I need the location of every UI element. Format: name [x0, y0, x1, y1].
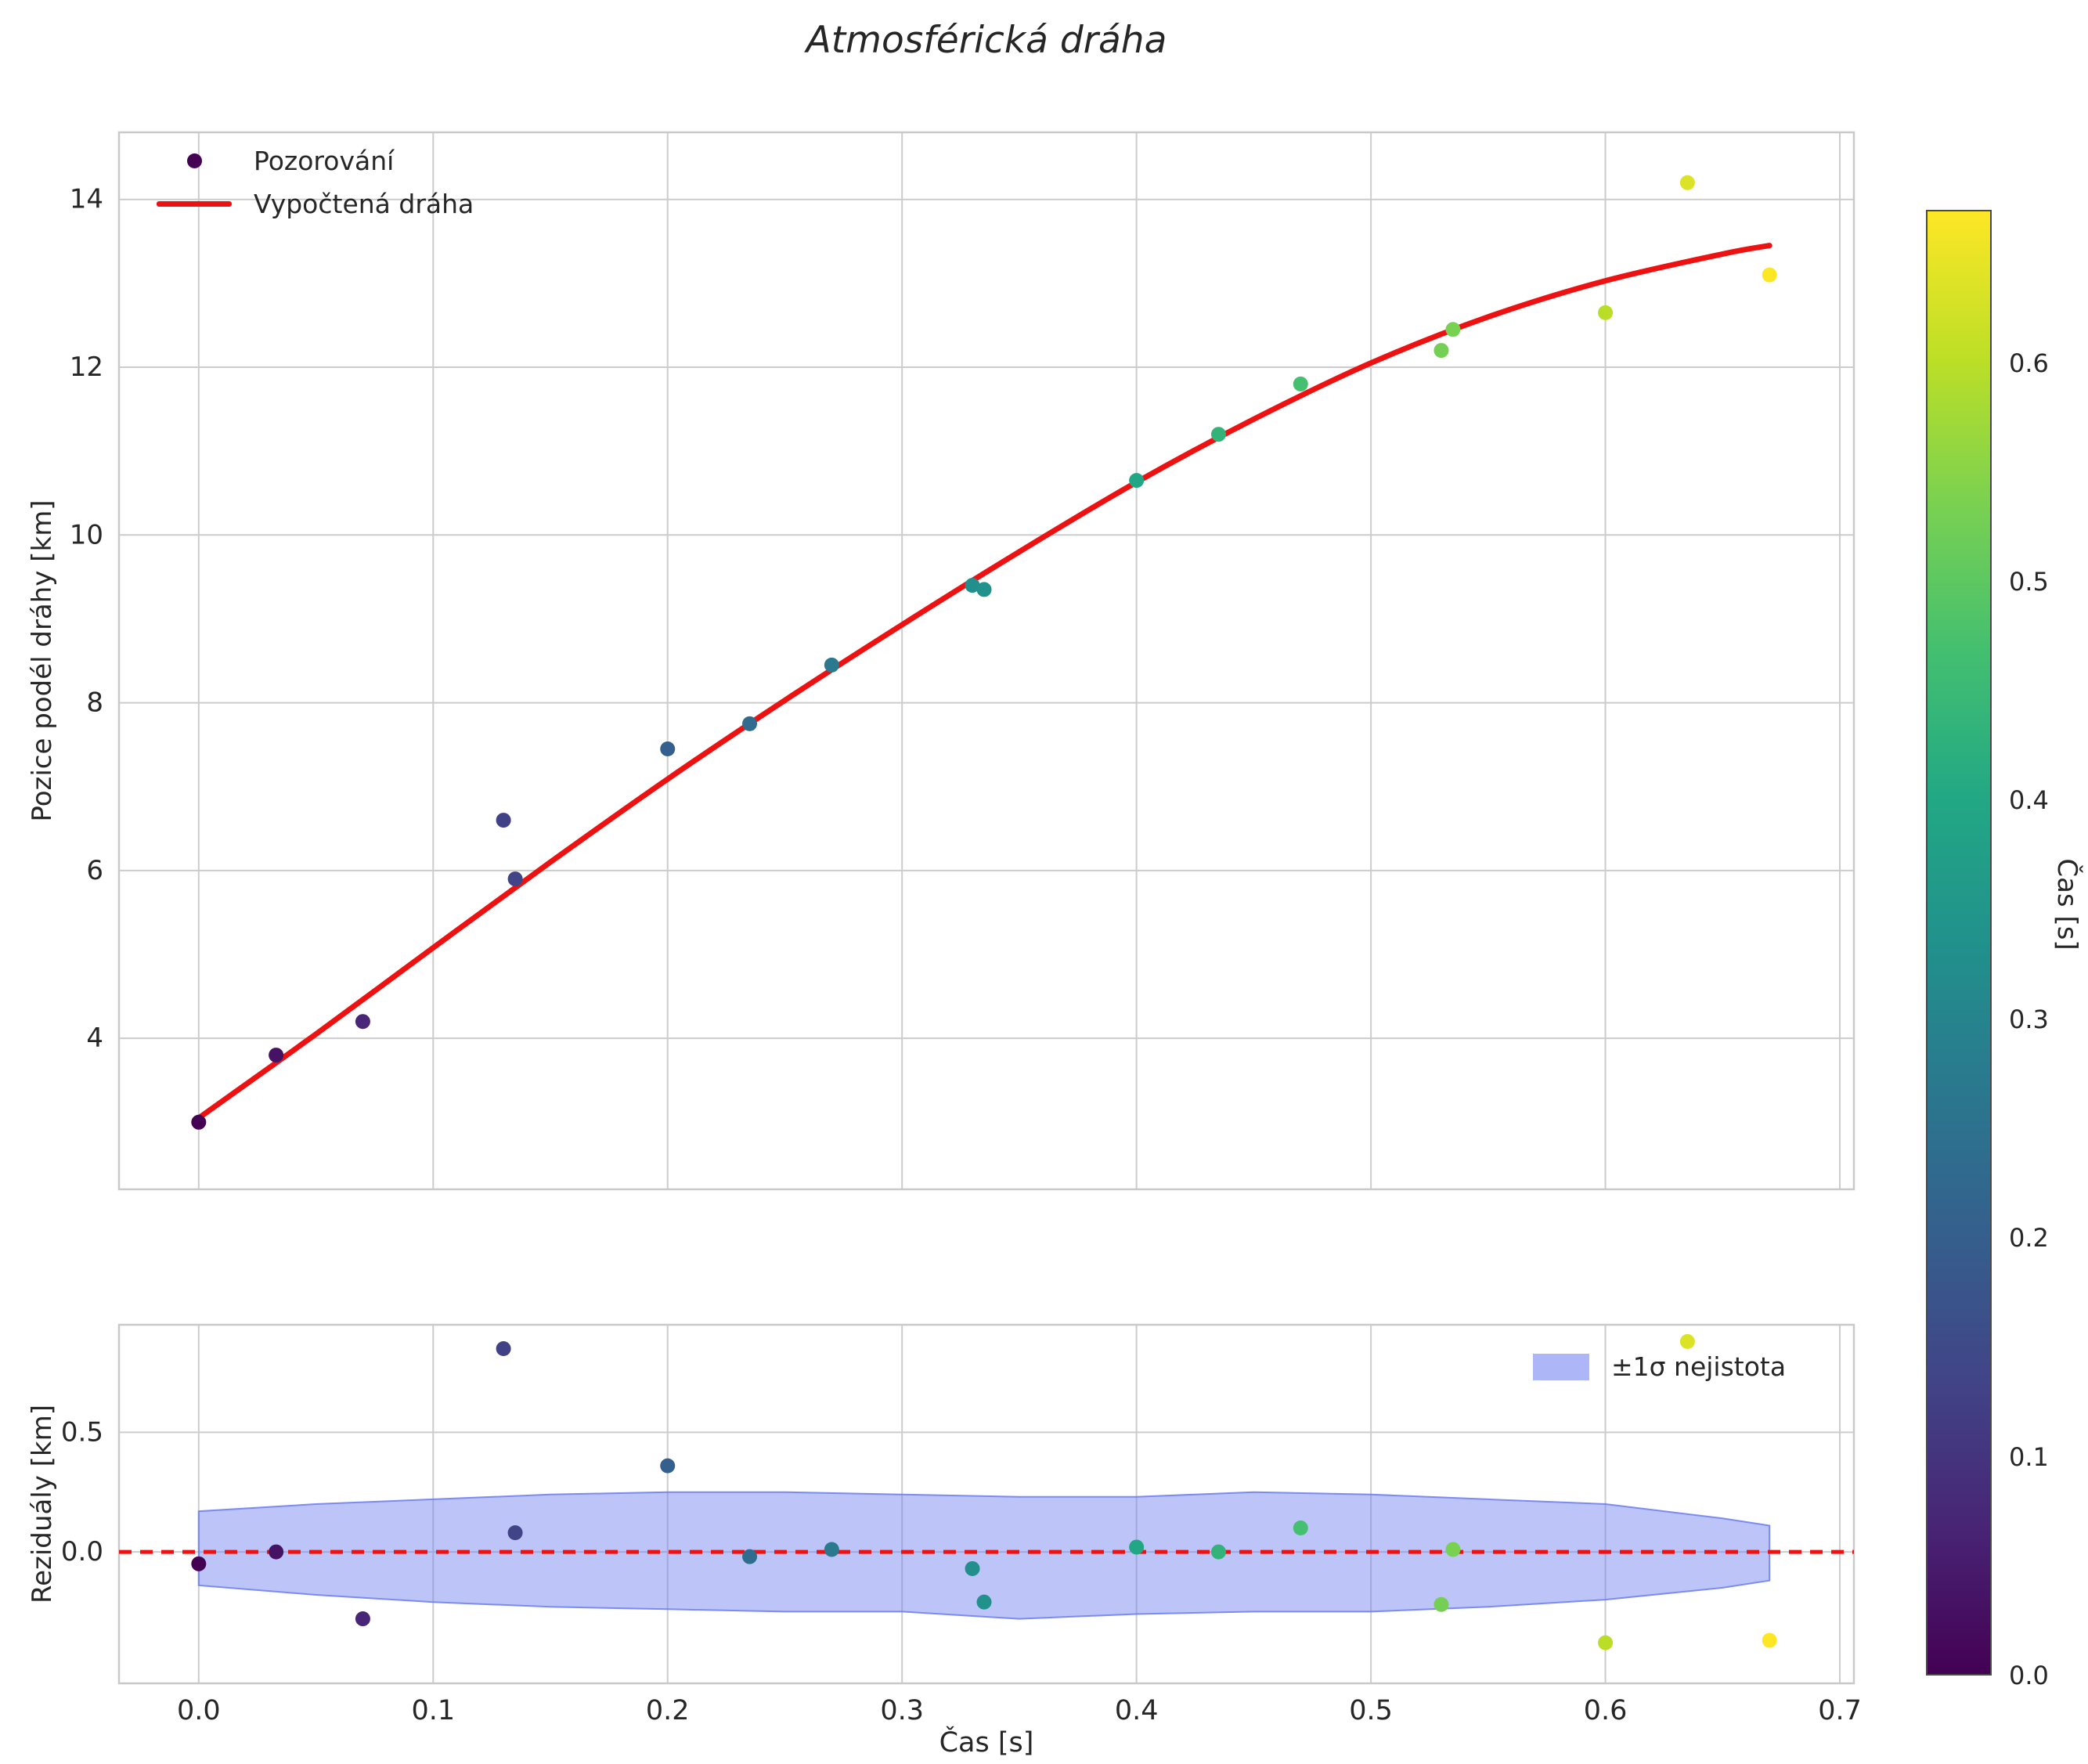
figure-title: Atmosférická dráha — [806, 19, 1167, 62]
x-tick-label: 0.2 — [646, 1695, 690, 1726]
x-tick-label: 0.3 — [880, 1695, 924, 1726]
colorbar-tick-label: 0.2 — [2009, 1223, 2049, 1254]
observation-point — [1293, 376, 1308, 391]
y-tick-label: 8 — [86, 687, 103, 719]
axes-spine — [117, 131, 1855, 1191]
legend-marker-curve — [157, 201, 232, 207]
residual-point — [191, 1556, 207, 1571]
y-tick-label: 6 — [86, 855, 103, 886]
line-swatch-icon — [157, 201, 232, 207]
observation-point — [1129, 473, 1145, 489]
legend-marker-observations — [157, 153, 232, 168]
observation-point — [1762, 267, 1777, 283]
y-tick-label: 14 — [70, 184, 103, 215]
bottom-y-axis-label: Reziduály [km] — [27, 1405, 58, 1603]
legend-label-band: ±1σ nejistota — [1611, 1351, 1787, 1382]
residual-point — [976, 1594, 992, 1610]
colorbar-gradient — [1926, 210, 1992, 1676]
residual-point — [355, 1611, 370, 1627]
colorbar-tick-label: 0.3 — [2009, 1004, 2049, 1034]
observation-point — [496, 813, 511, 828]
observation-point — [269, 1048, 284, 1063]
y-tick-label: 0.5 — [61, 1416, 103, 1448]
residual-point — [269, 1544, 284, 1560]
residual-point — [965, 1560, 980, 1576]
residual-point — [742, 1549, 758, 1564]
colorbar-tick-label: 0.1 — [2009, 1441, 2049, 1472]
y-tick-label: 0.0 — [61, 1536, 103, 1567]
colorbar-tick-label: 0.5 — [2009, 566, 2049, 597]
y-tick-label: 12 — [70, 352, 103, 383]
observation-point — [976, 582, 992, 597]
x-tick-label: 0.7 — [1818, 1695, 1862, 1726]
residual-point — [1210, 1544, 1226, 1560]
axes-spine — [117, 1323, 1855, 1685]
scatter-dot-icon — [186, 153, 202, 168]
x-axis-label: Čas [s] — [939, 1727, 1034, 1759]
colorbar-tick-label: 0.4 — [2009, 785, 2049, 816]
uncertainty-band — [197, 1491, 1771, 1620]
observation-point — [1445, 322, 1461, 337]
x-tick-label: 0.0 — [177, 1695, 221, 1726]
residual-point — [660, 1458, 676, 1474]
observation-point — [660, 741, 676, 756]
colorbar-tick-label: 0.0 — [2009, 1661, 2049, 1690]
observation-point — [355, 1014, 370, 1030]
observation-point — [965, 578, 980, 593]
residual-point — [1433, 1596, 1449, 1612]
observation-point — [507, 871, 523, 887]
residual-point — [496, 1341, 511, 1357]
trajectory-curve — [196, 243, 1772, 1121]
legend-label-curve: Vypočtená dráha — [254, 189, 474, 219]
legend-item-observations: Pozorování — [157, 146, 474, 176]
x-tick-label: 0.5 — [1349, 1695, 1393, 1726]
legend-residuals: ±1σ nejistota — [1533, 1351, 1786, 1382]
observation-point — [742, 716, 758, 731]
observation-point — [1679, 175, 1695, 190]
y-tick-label: 4 — [86, 1023, 103, 1054]
observation-point — [824, 657, 839, 673]
y-tick-label: 10 — [70, 519, 103, 550]
residual-point — [507, 1525, 523, 1541]
colorbar-tick-label: 0.6 — [2009, 348, 2049, 378]
legend-label-observations: Pozorování — [254, 146, 395, 176]
legend-item-curve: Vypočtená dráha — [157, 189, 474, 219]
x-tick-label: 0.6 — [1584, 1695, 1628, 1726]
legend-top: Pozorování Vypočtená dráha — [157, 146, 474, 219]
observation-point — [1433, 343, 1449, 359]
top-y-axis-label: Pozice podél dráhy [km] — [27, 500, 58, 822]
observation-point — [1598, 305, 1614, 320]
residual-point — [824, 1542, 839, 1557]
x-tick-label: 0.4 — [1115, 1695, 1159, 1726]
colorbar-label: Čas [s] — [2051, 858, 2083, 951]
residual-point — [1445, 1542, 1461, 1557]
residual-point — [1129, 1539, 1145, 1555]
legend-item-band: ±1σ nejistota — [1533, 1351, 1786, 1382]
observation-point — [191, 1114, 207, 1130]
residual-point — [1762, 1632, 1777, 1648]
observation-point — [1210, 427, 1226, 442]
residual-point — [1679, 1333, 1695, 1349]
x-tick-label: 0.1 — [411, 1695, 455, 1726]
residual-point — [1293, 1521, 1308, 1536]
band-swatch-icon — [1533, 1353, 1589, 1380]
residual-point — [1598, 1635, 1614, 1650]
